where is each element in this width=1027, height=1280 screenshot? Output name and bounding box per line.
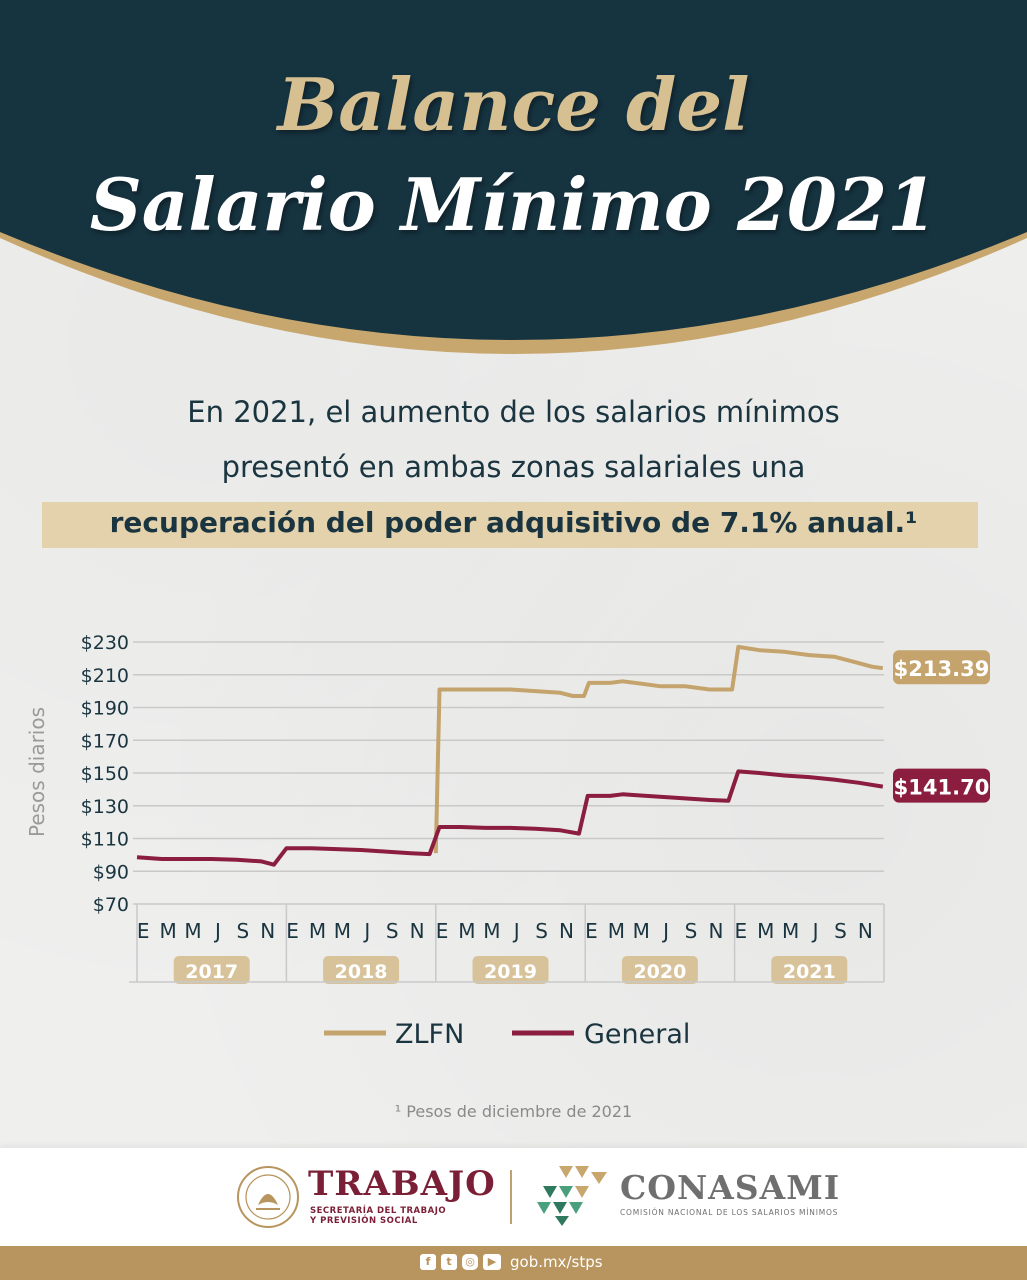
- trabajo-logo-name: TRABAJO: [308, 1164, 496, 1204]
- month-tick-label: N: [410, 919, 425, 943]
- month-tick-label: E: [286, 919, 299, 943]
- y-tick-label: $70: [93, 894, 129, 916]
- conasami-logo-subtitle: COMISIÓN NACIONAL DE LOS SALARIOS MÍNIMO…: [620, 1208, 839, 1217]
- year-label: 2019: [484, 961, 537, 983]
- year-label: 2017: [185, 961, 238, 983]
- conasami-logo-name: CONASAMI: [620, 1168, 841, 1207]
- intro-line-2: presentó en ambas zonas salariales una: [221, 450, 806, 484]
- month-tick-label: S: [535, 919, 548, 943]
- month-tick-label: S: [386, 919, 399, 943]
- y-tick-label: $150: [81, 763, 129, 785]
- y-tick-label: $170: [81, 730, 129, 752]
- title-line-2: Salario Mínimo 2021: [89, 162, 938, 247]
- y-tick-label: $230: [81, 632, 129, 654]
- month-tick-label: M: [633, 919, 650, 943]
- month-tick-label: E: [585, 919, 598, 943]
- year-badge: [771, 956, 848, 984]
- end-labels: $213.39 $141.70: [893, 650, 990, 803]
- month-tick-label: S: [685, 919, 698, 943]
- salary-line-chart: $70 $90 $110 $130 $150 $170 $190 $210 $230 Pesos…: [25, 632, 990, 1050]
- legend-label-general: General: [584, 1019, 690, 1050]
- month-tick-label: M: [757, 919, 774, 943]
- month-tick-label: M: [608, 919, 625, 943]
- twitter-icon[interactable]: t: [441, 1254, 457, 1270]
- legend-label-zlfn: ZLFN: [395, 1019, 464, 1050]
- end-label-badge: [893, 768, 990, 803]
- month-tick-label: E: [137, 919, 150, 943]
- logo-divider: [510, 1170, 512, 1224]
- year-badge: [173, 956, 250, 984]
- month-tick-label: M: [334, 919, 351, 943]
- month-tick-label: N: [858, 919, 873, 943]
- year-label: 2020: [633, 961, 686, 983]
- footnote: ¹ Pesos de diciembre de 2021: [394, 1102, 633, 1121]
- series-line-general: [136, 769, 884, 867]
- month-tick-label: E: [436, 919, 449, 943]
- series-line-zlfn: [433, 644, 884, 854]
- intro-line-3: recuperación del poder adquisitivo de 7.…: [109, 506, 918, 539]
- chart-series: [136, 644, 884, 867]
- year-label: 2018: [335, 961, 388, 983]
- month-tick-label: N: [260, 919, 275, 943]
- facebook-icon[interactable]: f: [420, 1254, 436, 1270]
- chart-grid: [133, 641, 884, 905]
- month-tick-label: M: [159, 919, 176, 943]
- header-banner: [0, 0, 1027, 354]
- month-tick-label: M: [782, 919, 799, 943]
- month-tick-label: M: [309, 919, 326, 943]
- month-tick-label: M: [184, 919, 201, 943]
- month-tick-label: E: [735, 919, 748, 943]
- year-badge: [621, 956, 698, 984]
- month-tick-label: J: [661, 919, 669, 943]
- month-tick-label: J: [811, 919, 819, 943]
- site-url-link[interactable]: gob.mx/stps: [510, 1253, 603, 1271]
- year-label: 2021: [783, 961, 836, 983]
- social-bar: f t ◎ ▶ gob.mx/stps: [0, 1246, 1027, 1280]
- month-tick-label: S: [834, 919, 847, 943]
- month-tick-label: N: [559, 919, 574, 943]
- mexico-seal-icon: [237, 1166, 299, 1228]
- y-tick-label: $190: [81, 698, 129, 720]
- y-axis-ticks: $70 $90 $110 $130 $150 $170 $190 $210 $230: [81, 632, 129, 916]
- y-tick-label: $90: [93, 861, 129, 883]
- month-tick-label: J: [362, 919, 370, 943]
- month-tick-label: S: [236, 919, 249, 943]
- header-dark-band: [0, 0, 1027, 340]
- trabajo-logo-subtitle: SECRETARÍA DEL TRABAJO Y PREVISIÓN SOCIA…: [310, 1206, 447, 1226]
- month-tick-label: J: [213, 919, 221, 943]
- month-tick-label: J: [512, 919, 520, 943]
- month-tick-label: M: [483, 919, 500, 943]
- logo-band: TRABAJO SECRETARÍA DEL TRABAJO Y PREVISI…: [0, 1148, 1027, 1246]
- end-label-badge: [893, 650, 990, 685]
- month-tick-label: N: [708, 919, 723, 943]
- y-axis-label: Pesos diarios: [25, 707, 49, 837]
- y-tick-label: $210: [81, 665, 129, 687]
- year-badge: [323, 956, 400, 984]
- y-tick-label: $130: [81, 796, 129, 818]
- y-tick-label: $110: [81, 829, 129, 851]
- conasami-mark-icon: [537, 1166, 607, 1226]
- chart-legend: ZLFN General: [324, 1019, 690, 1050]
- intro-line-1: En 2021, el aumento de los salarios míni…: [187, 395, 840, 429]
- intro-highlight: [42, 502, 978, 548]
- month-tick-label: M: [458, 919, 475, 943]
- year-badge: [472, 956, 549, 984]
- instagram-icon[interactable]: ◎: [462, 1254, 478, 1270]
- end-label-value: $141.70: [894, 776, 990, 800]
- youtube-icon[interactable]: ▶: [483, 1254, 501, 1270]
- title-line-1: Balance del: [277, 62, 750, 147]
- end-label-value: $213.39: [894, 657, 990, 681]
